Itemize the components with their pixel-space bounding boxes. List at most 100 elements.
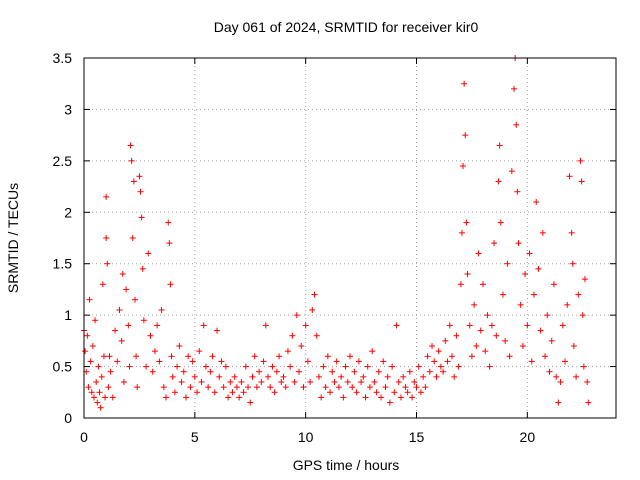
data-point — [269, 363, 276, 370]
data-point — [471, 301, 478, 308]
data-point — [369, 348, 376, 355]
data-point — [264, 373, 271, 380]
data-point — [174, 363, 181, 370]
data-point — [304, 358, 311, 365]
data-point — [568, 229, 575, 236]
data-point — [240, 389, 247, 396]
data-point — [382, 384, 389, 391]
data-point — [311, 291, 318, 298]
data-point — [448, 353, 455, 360]
data-point — [116, 307, 123, 313]
data-point — [178, 379, 185, 385]
data-point — [495, 178, 502, 185]
data-point — [344, 379, 351, 385]
data-point — [444, 358, 451, 365]
data-point — [371, 379, 378, 385]
data-point — [389, 363, 396, 370]
y-tick-label: 2 — [64, 204, 72, 220]
data-point — [511, 85, 518, 92]
data-point — [214, 327, 220, 334]
data-point — [422, 384, 429, 391]
data-point — [126, 363, 133, 370]
y-tick-label: 0 — [64, 410, 72, 426]
data-point — [134, 384, 141, 391]
data-point — [119, 271, 126, 277]
grid — [84, 58, 616, 418]
data-point — [105, 384, 112, 391]
data-point — [573, 373, 580, 380]
data-point — [284, 348, 291, 355]
data-point — [578, 178, 585, 185]
data-point — [329, 368, 336, 375]
data-point — [253, 384, 260, 391]
data-point — [562, 358, 569, 365]
data-point — [508, 168, 515, 175]
data-point — [406, 368, 413, 375]
x-tick-label: 0 — [80, 429, 88, 445]
data-point — [103, 235, 110, 241]
data-point — [92, 317, 99, 324]
data-point — [260, 358, 267, 365]
data-point — [189, 358, 196, 365]
data-point — [107, 368, 114, 375]
data-point — [293, 312, 300, 319]
data-point — [256, 368, 263, 375]
data-point — [533, 199, 540, 205]
data-point — [468, 353, 475, 360]
y-tick-label: 1.5 — [53, 256, 73, 272]
data-point — [322, 384, 329, 391]
data-point — [475, 250, 482, 257]
data-point — [145, 250, 152, 257]
data-point — [457, 281, 464, 288]
data-point — [176, 343, 183, 349]
x-tick-label: 5 — [191, 429, 199, 445]
data-point — [86, 296, 93, 303]
data-point — [366, 384, 373, 391]
data-point — [167, 281, 174, 288]
data-point — [342, 363, 349, 370]
y-axis-label: SRMTID / TECUs — [5, 183, 21, 293]
data-point — [548, 337, 555, 344]
data-point — [466, 322, 473, 329]
data-point — [397, 394, 404, 401]
data-point — [278, 379, 285, 385]
data-point — [225, 394, 232, 401]
data-point — [351, 368, 358, 375]
data-point — [429, 343, 436, 349]
data-point — [84, 332, 91, 339]
data-point — [358, 379, 365, 385]
data-point — [569, 260, 576, 267]
x-tick-label: 15 — [409, 429, 425, 445]
data-point — [302, 322, 309, 329]
data-point — [442, 337, 449, 344]
data-point — [473, 343, 480, 349]
data-point — [380, 358, 387, 365]
data-point — [196, 348, 203, 355]
data-point — [375, 368, 382, 375]
data-point — [579, 312, 586, 319]
data-point — [123, 286, 130, 293]
data-point — [409, 394, 416, 401]
data-point — [300, 384, 307, 391]
data-point — [335, 384, 342, 391]
data-point — [557, 379, 564, 385]
data-point — [433, 373, 440, 380]
y-tick-label: 1 — [64, 307, 72, 323]
data-point — [280, 373, 287, 380]
data-point — [402, 384, 409, 391]
data-point — [575, 291, 582, 298]
data-point — [231, 373, 238, 380]
y-tick-label: 3 — [64, 101, 72, 117]
y-tick-label: 2.5 — [53, 153, 73, 169]
data-point — [88, 389, 95, 396]
data-point — [227, 379, 234, 385]
data-point — [553, 373, 560, 380]
data-point — [446, 322, 453, 329]
data-point — [463, 219, 470, 226]
data-point — [431, 358, 438, 365]
data-point — [384, 373, 391, 380]
data-point — [499, 291, 506, 298]
data-point — [395, 379, 402, 385]
data-point — [420, 373, 427, 380]
data-point — [97, 404, 104, 411]
